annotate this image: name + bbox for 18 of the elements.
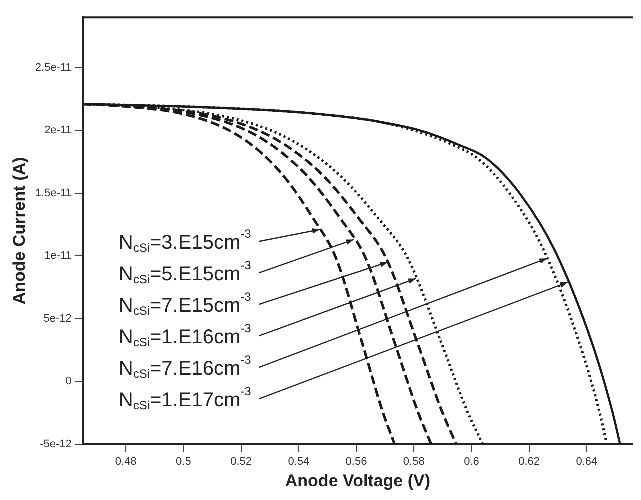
y-axis-title: Anode Current (A) xyxy=(10,157,29,305)
y-tick-label: -5e-12 xyxy=(40,438,72,450)
y-tick-label: 1.5e-11 xyxy=(35,187,72,200)
x-tick-label: 0.64 xyxy=(576,456,598,468)
x-axis-title: Anode Voltage (V) xyxy=(285,471,431,490)
y-tick-label: 2.5e-11 xyxy=(35,62,72,74)
y-tick-label: 2e-11 xyxy=(44,124,72,137)
x-tick-label: 0.56 xyxy=(346,456,368,468)
y-tick-label: 1e-11 xyxy=(44,250,72,262)
x-tick-label: 0.62 xyxy=(518,456,540,468)
x-tick-label: 0.5 xyxy=(176,456,192,468)
y-tick-label: 0 xyxy=(66,376,72,388)
x-tick-label: 0.48 xyxy=(115,456,137,468)
x-tick-label: 0.6 xyxy=(464,456,480,468)
y-tick-label: 5e-12 xyxy=(44,312,72,325)
x-tick-label: 0.58 xyxy=(403,456,425,468)
x-tick-label: 0.54 xyxy=(288,456,310,468)
x-tick-label: 0.52 xyxy=(230,456,252,468)
